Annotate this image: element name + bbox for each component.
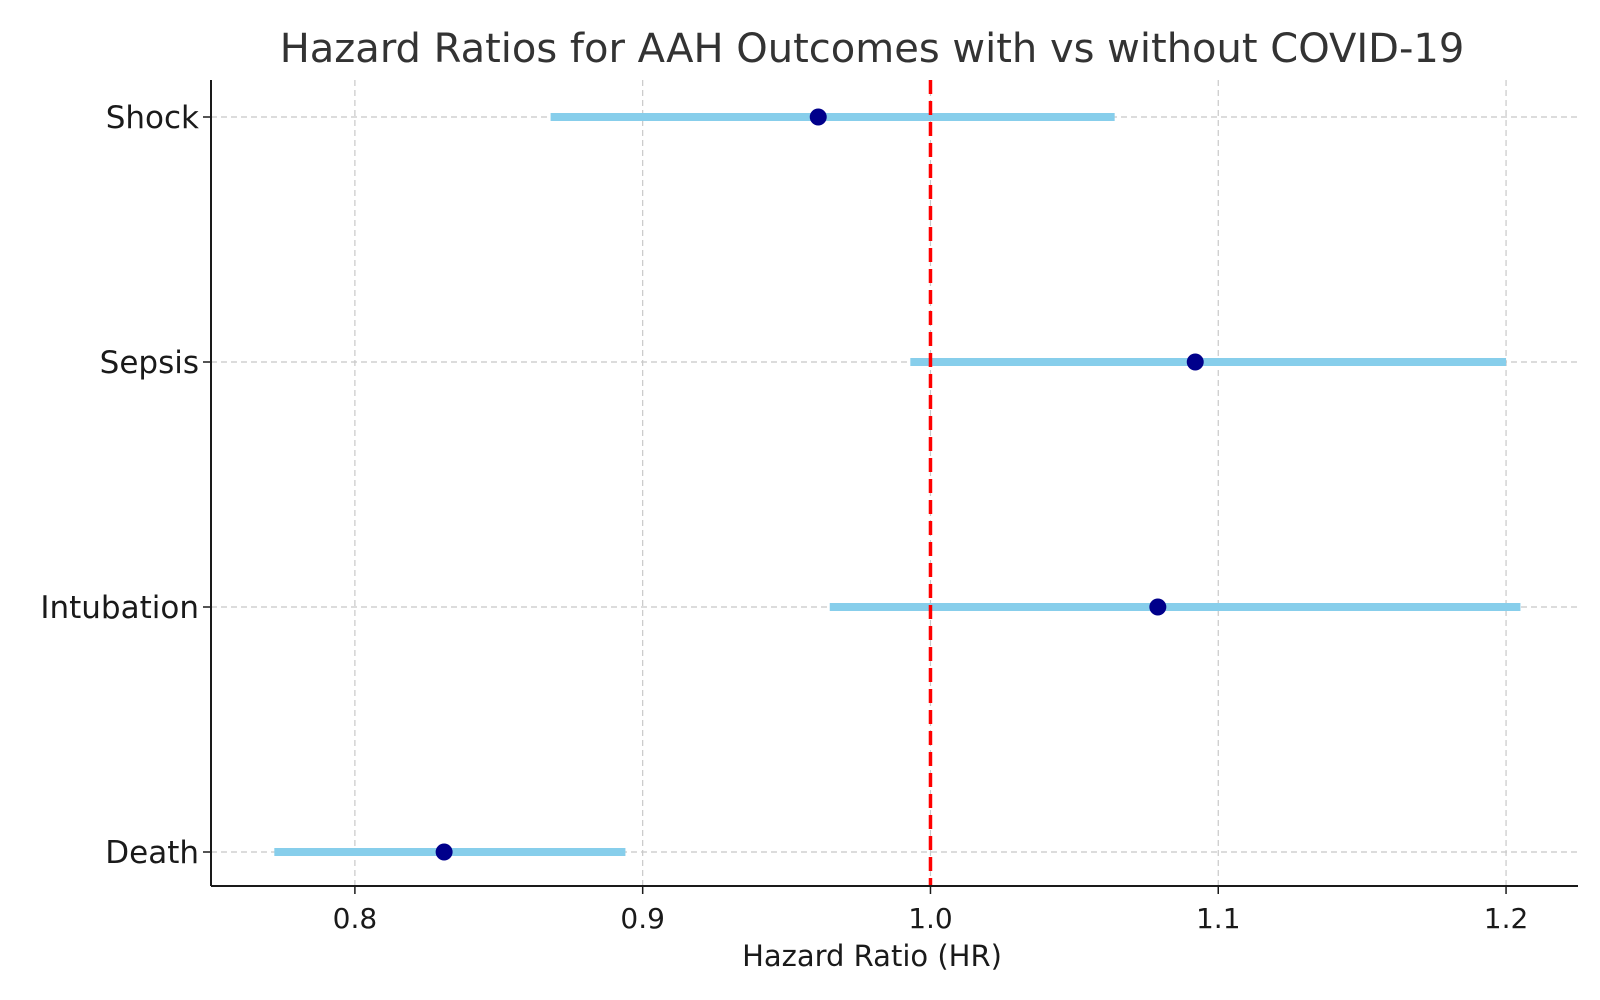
hr-point-death [435, 843, 453, 861]
hr-point-sepsis [1186, 353, 1204, 371]
category-label-death: Death [105, 835, 199, 871]
y-category-labels: Shock Sepsis Intubation Death [40, 100, 199, 871]
confidence-intervals [274, 113, 1521, 856]
x-axis-label: Hazard Ratio (HR) [742, 939, 1002, 973]
x-tick-label: 0.9 [620, 902, 665, 935]
x-tick-label: 0.8 [333, 902, 378, 935]
hazard-ratio-points [435, 108, 1204, 861]
category-label-sepsis: Sepsis [100, 345, 199, 381]
axes [203, 80, 1578, 894]
grid-lines [211, 80, 1578, 886]
hr-point-intubation [1149, 598, 1167, 616]
chart-title: Hazard Ratios for AAH Outcomes with vs w… [280, 26, 1465, 72]
x-tick-label: 1.1 [1196, 902, 1241, 935]
x-tick-labels: 0.8 0.9 1.0 1.1 1.2 [333, 902, 1529, 935]
category-label-shock: Shock [106, 100, 199, 136]
x-tick-label: 1.0 [908, 902, 953, 935]
x-tick-label: 1.2 [1484, 902, 1529, 935]
category-label-intubation: Intubation [40, 590, 199, 626]
hr-point-shock [809, 108, 827, 126]
